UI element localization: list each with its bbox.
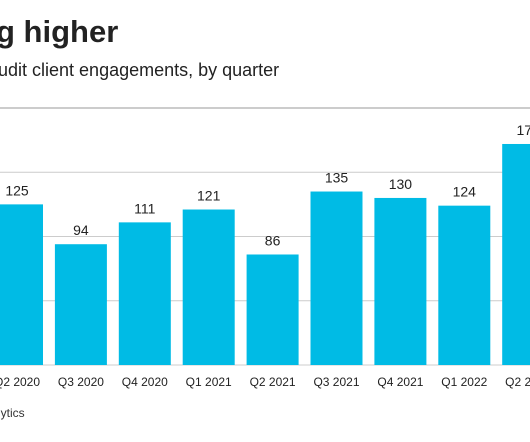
bar: [310, 191, 363, 365]
bar: [502, 143, 530, 365]
value-label: 125: [5, 182, 29, 198]
bar: [438, 205, 491, 365]
bar: [182, 209, 235, 365]
chart-subtitle: udit client engagements, by quarter: [0, 60, 279, 80]
x-tick-label: Q2 2022: [505, 375, 530, 389]
value-label: 172: [517, 122, 530, 138]
bar: [0, 204, 43, 365]
value-label: 124: [453, 184, 477, 200]
x-tick-label: Q2 2020: [0, 375, 40, 389]
chart-title: g higher: [0, 14, 118, 49]
bar: [118, 222, 171, 365]
x-tick-label: Q3 2020: [58, 375, 104, 389]
value-label: 86: [265, 232, 281, 248]
x-tick-label: Q1 2021: [186, 375, 232, 389]
value-label: 130: [389, 176, 413, 192]
bar: [54, 244, 107, 365]
value-label: 94: [73, 222, 89, 238]
x-tick-label: Q3 2021: [313, 375, 359, 389]
bar: [246, 254, 299, 365]
source: lytics: [0, 406, 25, 420]
bar: [374, 197, 427, 365]
value-label: 121: [197, 188, 221, 204]
value-label: 111: [134, 200, 155, 216]
value-label: 135: [325, 170, 349, 186]
x-tick-label: Q1 2022: [441, 375, 487, 389]
x-tick-label: Q4 2021: [377, 375, 423, 389]
x-tick-label: Q2 2021: [250, 375, 296, 389]
x-tick-label: Q4 2020: [122, 375, 168, 389]
